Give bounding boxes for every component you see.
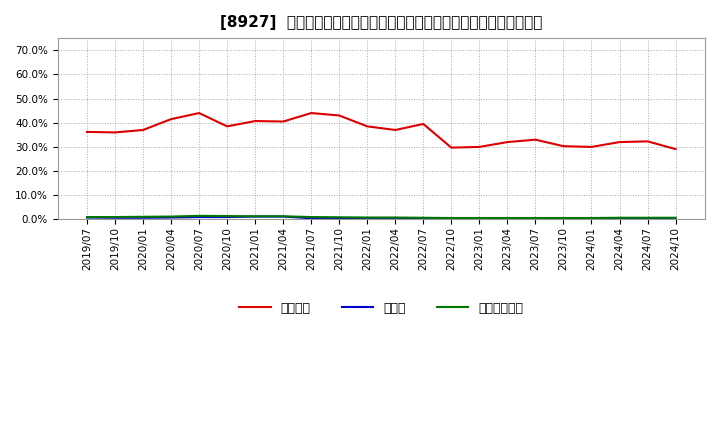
のれん bbox=[391, 216, 400, 222]
繰延税金資産 bbox=[671, 215, 680, 220]
繰延税金資産 bbox=[643, 215, 652, 220]
自己資本 bbox=[475, 144, 484, 150]
繰延税金資産 bbox=[139, 214, 148, 220]
のれん bbox=[447, 216, 456, 222]
自己資本 bbox=[363, 124, 372, 129]
自己資本 bbox=[111, 130, 120, 135]
のれん bbox=[139, 215, 148, 220]
繰延税金資産 bbox=[447, 215, 456, 220]
自己資本 bbox=[643, 139, 652, 144]
自己資本 bbox=[447, 145, 456, 150]
自己資本 bbox=[419, 121, 428, 127]
繰延税金資産 bbox=[111, 214, 120, 220]
繰延税金資産 bbox=[615, 215, 624, 220]
自己資本 bbox=[139, 127, 148, 132]
のれん bbox=[222, 214, 231, 220]
自己資本 bbox=[588, 144, 596, 150]
繰延税金資産 bbox=[503, 215, 512, 220]
繰延税金資産 bbox=[391, 215, 400, 220]
繰延税金資産 bbox=[475, 215, 484, 220]
のれん bbox=[531, 216, 540, 222]
のれん bbox=[335, 216, 343, 222]
繰延税金資産 bbox=[83, 214, 91, 220]
繰延税金資産 bbox=[363, 215, 372, 220]
自己資本 bbox=[335, 113, 343, 118]
Line: 繰延税金資産: 繰延税金資産 bbox=[87, 216, 675, 218]
繰延税金資産 bbox=[559, 215, 568, 220]
のれん bbox=[83, 215, 91, 220]
のれん bbox=[475, 216, 484, 222]
自己資本 bbox=[279, 119, 287, 124]
Title: [8927]  自己資本、のれん、繰延税金資産の総資産に対する比率の推移: [8927] 自己資本、のれん、繰延税金資産の総資産に対する比率の推移 bbox=[220, 15, 542, 30]
Line: のれん: のれん bbox=[87, 216, 675, 219]
繰延税金資産 bbox=[531, 215, 540, 220]
のれん bbox=[559, 216, 568, 222]
繰延税金資産 bbox=[307, 214, 315, 220]
のれん bbox=[111, 215, 120, 220]
のれん bbox=[279, 214, 287, 219]
繰延税金資産 bbox=[279, 214, 287, 219]
自己資本 bbox=[222, 124, 231, 129]
のれん bbox=[419, 216, 428, 222]
のれん bbox=[615, 216, 624, 222]
繰延税金資産 bbox=[588, 215, 596, 220]
のれん bbox=[671, 216, 680, 222]
繰延税金資産 bbox=[335, 215, 343, 220]
自己資本 bbox=[391, 127, 400, 132]
Line: 自己資本: 自己資本 bbox=[87, 113, 675, 149]
のれん bbox=[363, 216, 372, 222]
Legend: 自己資本, のれん, 繰延税金資産: 自己資本, のれん, 繰延税金資産 bbox=[240, 302, 523, 315]
自己資本 bbox=[195, 110, 204, 116]
自己資本 bbox=[671, 147, 680, 152]
のれん bbox=[643, 216, 652, 222]
自己資本 bbox=[251, 118, 259, 124]
自己資本 bbox=[531, 137, 540, 142]
繰延税金資産 bbox=[195, 213, 204, 219]
のれん bbox=[195, 214, 204, 220]
のれん bbox=[503, 216, 512, 222]
自己資本 bbox=[167, 117, 176, 122]
自己資本 bbox=[83, 129, 91, 135]
繰延税金資産 bbox=[419, 215, 428, 220]
のれん bbox=[588, 216, 596, 222]
自己資本 bbox=[307, 110, 315, 116]
自己資本 bbox=[615, 139, 624, 145]
のれん bbox=[167, 215, 176, 220]
繰延税金資産 bbox=[167, 214, 176, 219]
繰延税金資産 bbox=[222, 213, 231, 219]
自己資本 bbox=[503, 139, 512, 145]
自己資本 bbox=[559, 143, 568, 149]
のれん bbox=[307, 216, 315, 221]
繰延税金資産 bbox=[251, 214, 259, 219]
のれん bbox=[251, 214, 259, 219]
